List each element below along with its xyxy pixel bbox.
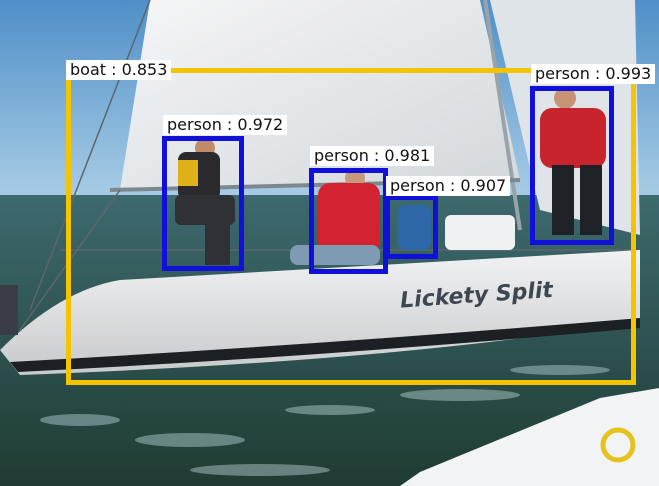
person-detection-label: person : 0.972 [163, 115, 288, 135]
person-detection-label: person : 0.993 [531, 64, 656, 84]
person-yellow-vest [175, 138, 235, 265]
person-bounding-box [309, 168, 388, 274]
mainsail [120, 0, 520, 190]
boat-bounding-box [66, 68, 636, 385]
boat-detection-label: boat : 0.853 [66, 60, 172, 80]
mast [483, 0, 522, 231]
hull-stripe [10, 318, 640, 372]
person-bounding-box [530, 86, 614, 245]
boat-hull [0, 250, 640, 375]
person-detection-label: person : 0.981 [310, 146, 435, 166]
person-blue [397, 205, 431, 250]
person-detection-label: person : 0.907 [386, 176, 511, 196]
foreground-boat-deck [400, 388, 659, 486]
person-bounding-box [162, 136, 244, 271]
left-edge-object [0, 285, 18, 335]
deck-winch [445, 215, 515, 250]
person-standing [540, 87, 606, 235]
foreground-rope [600, 427, 636, 463]
wave-highlights [40, 365, 610, 476]
person-bounding-box [385, 195, 438, 259]
